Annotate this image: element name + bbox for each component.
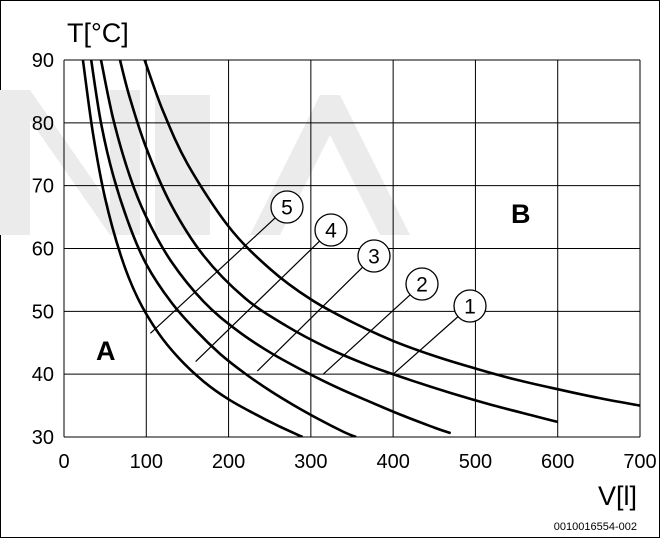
callout-leaders [149,217,459,375]
tick-labels: 0 100 200 300 400 500 600 700 30 40 50 60 70 80 90 [32,50,657,473]
x-tick-label: 400 [376,451,409,473]
x-tick-label: 0 [58,451,69,473]
callout-label-1: 1 [464,296,476,319]
callout-leader-5 [149,217,276,334]
x-axis-label: V[l] [598,481,637,511]
y-tick-label: 50 [32,301,54,323]
y-axis-label: T[°C] [67,18,129,48]
callout-label-2: 2 [416,274,428,297]
callout-label-4: 4 [325,220,337,243]
y-tick-label: 70 [32,176,54,198]
callout-circle-5 [270,190,304,224]
callout-circle-4 [314,213,348,247]
grid [63,59,641,438]
y-tick-label: 60 [32,239,54,261]
callout-circle-3 [357,239,391,273]
series-line-4 [89,59,357,437]
region-label-a: A [96,336,116,366]
x-tick-label: 500 [459,451,492,473]
y-tick-label: 40 [32,364,54,386]
callouts: 1 2 3 4 5 [270,190,487,323]
y-tick-label: 90 [32,50,54,72]
callout-label-3: 3 [368,246,380,269]
callout-label-5: 5 [281,197,293,220]
x-tick-label: 600 [541,451,574,473]
callout-leader-2 [322,294,411,375]
x-tick-label: 100 [130,451,163,473]
x-tick-label: 300 [294,451,327,473]
y-tick-label: 30 [32,427,54,449]
callout-leader-4 [195,240,320,363]
series-line-3 [99,59,452,435]
callout-circle-1 [453,289,487,323]
callout-circle-2 [405,267,439,301]
watermark [0,90,410,235]
callout-leader-1 [392,316,459,375]
region-label-b: B [511,199,531,229]
figure-code: 0010016554-002 [554,521,637,533]
x-tick-label: 700 [623,451,656,473]
y-tick-label: 80 [32,113,54,135]
series-line-2 [118,59,559,424]
callout-leader-3 [256,266,364,372]
x-tick-label: 200 [212,451,245,473]
series-line-5 [81,59,304,437]
